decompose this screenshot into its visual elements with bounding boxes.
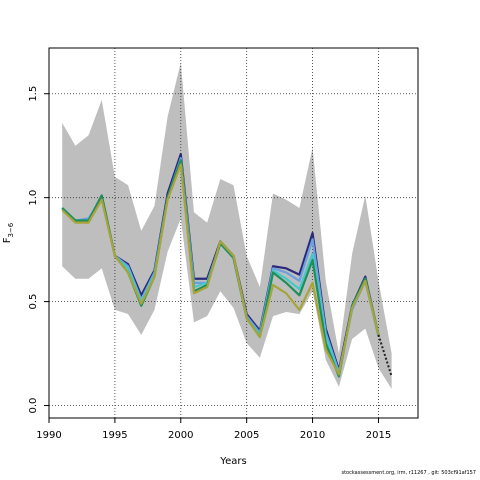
plot-frame (48, 47, 419, 419)
series-line-5 (61, 163, 380, 376)
x-tick-label: 2000 (168, 430, 193, 441)
confidence-band-layer (62, 62, 392, 389)
y-tick-label: 0.5 (28, 294, 39, 310)
x-tick-label: 1990 (36, 430, 61, 441)
y-tick-label: 1.5 (28, 86, 39, 102)
y-tick-label: 1.0 (28, 190, 39, 206)
confidence-band (62, 62, 392, 389)
x-tick-label: 2010 (300, 430, 325, 441)
y-tick-label: 0.0 (28, 398, 39, 414)
series-layer (61, 152, 393, 378)
y-axis-title-main: F (2, 237, 13, 243)
y-axis-title: F3−6 (2, 222, 15, 243)
x-tick-label: 2005 (234, 430, 259, 441)
y-axis-title-subscript: 3−6 (7, 222, 15, 237)
x-tick-label: 2015 (366, 430, 391, 441)
footnote: stockassessment.org, irm, r11267 , git: … (341, 470, 476, 476)
x-tick-label: 1995 (102, 430, 127, 441)
projection-line (377, 334, 393, 377)
x-axis-title: Years (219, 456, 246, 467)
axis-layer: 1990 1995 2000 2005 2010 2015 0.0 0.5 1.0 1.5 (28, 86, 391, 441)
